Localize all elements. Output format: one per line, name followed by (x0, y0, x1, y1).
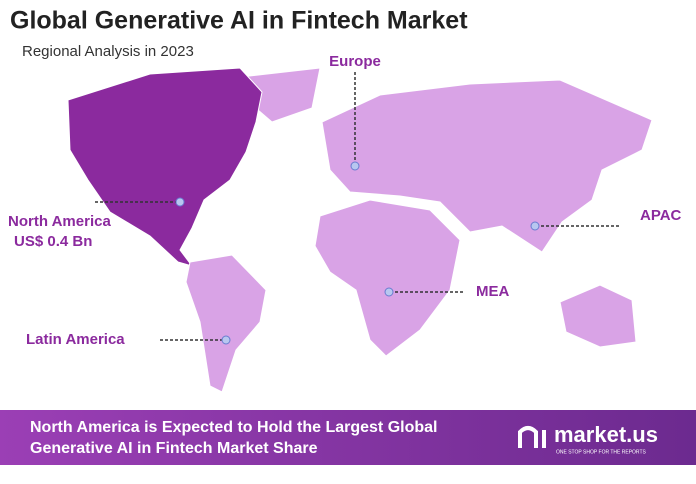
australia (559, 284, 637, 348)
marker (221, 335, 231, 345)
marker (384, 287, 394, 297)
region-label: Latin America (26, 331, 125, 348)
eurasia (321, 79, 653, 253)
south-america (185, 254, 267, 393)
marker (530, 221, 540, 231)
region-label: APAC (640, 207, 682, 224)
footer-line: Generative AI in Fintech Market Share (30, 440, 318, 457)
logo: market.us ONE STOP SHOP FOR THE REPORTS (518, 422, 658, 455)
callouts: Europe North America US$ 0.4 Bn APAC MEA… (8, 53, 682, 348)
marker (175, 197, 185, 207)
logo-text: market.us (554, 422, 658, 447)
footer-band (0, 410, 696, 465)
world-map (67, 67, 653, 393)
subtitle: Regional Analysis in 2023 (22, 43, 194, 60)
footer-line: North America is Expected to Hold the La… (30, 419, 437, 436)
logo-tagline: ONE STOP SHOP FOR THE REPORTS (556, 449, 647, 455)
title: Global Generative AI in Fintech Market (10, 7, 468, 35)
region-label: MEA (476, 283, 510, 300)
region-label: North America (8, 213, 111, 230)
region-label: Europe (329, 53, 381, 70)
africa (314, 199, 461, 357)
region-value: US$ 0.4 Bn (14, 233, 92, 250)
logo-icon (518, 426, 546, 448)
north-america (67, 67, 263, 267)
marker (350, 161, 360, 171)
